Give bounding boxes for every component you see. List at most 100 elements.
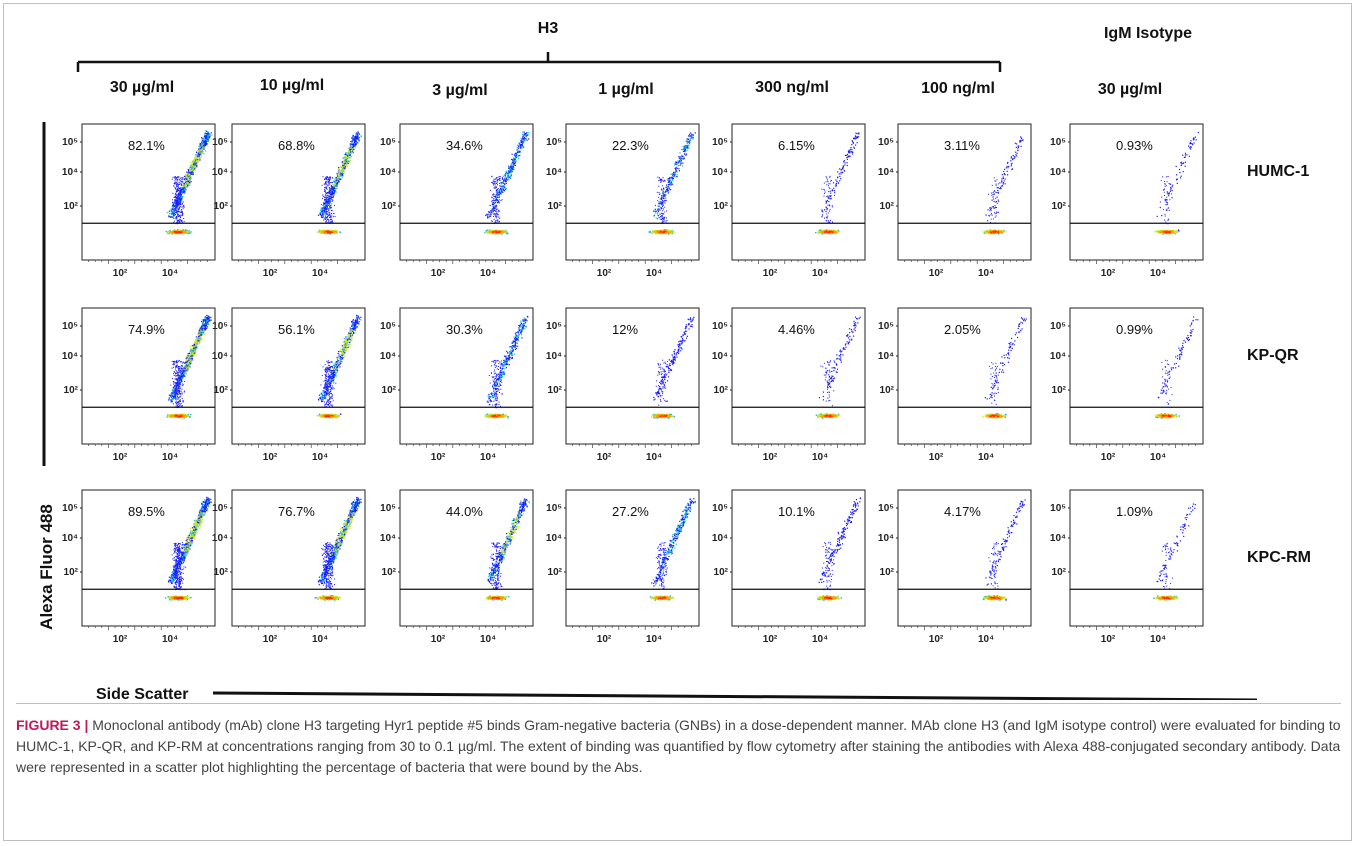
percent-label: 34.6% <box>446 138 483 153</box>
y-tick-label: 10⁵ <box>546 321 562 332</box>
percent-label: 76.7% <box>278 504 315 519</box>
y-tick-label: 10⁴ <box>878 533 894 544</box>
percent-label: 3.11% <box>944 138 980 153</box>
y-tick-label: 10⁴ <box>878 351 894 362</box>
y-tick-label: 10⁵ <box>878 321 894 332</box>
x-tick-label: 10² <box>763 634 778 645</box>
scatter-panel: 1.09% 10⁵ 10⁴ 10² 10² 10⁴ <box>1050 489 1204 645</box>
y-tick-label: 10² <box>1052 201 1067 212</box>
concentration-header: 30 µg/ml <box>1098 81 1162 98</box>
y-tick-label: 10² <box>1052 385 1067 396</box>
y-tick-label: 10⁴ <box>1050 533 1066 544</box>
x-tick-label: 10⁴ <box>978 268 994 279</box>
x-tick-label: 10² <box>597 268 612 279</box>
scatter-panel: 68.8% 10⁵ 10⁴ 10² 10² 10⁴ <box>212 123 366 279</box>
percent-label: 6.15% <box>778 138 815 153</box>
x-tick-label: 10² <box>431 268 446 279</box>
y-tick-label: 10⁴ <box>380 167 396 178</box>
scatter-panels: 82.1% 10⁵ 10⁴ 10² 10² 10⁴ 68.8% 10⁵ 10⁴ 10² 10² 10⁴… <box>62 123 1204 645</box>
x-tick-label: 10² <box>763 268 778 279</box>
y-tick-label: 10⁴ <box>546 167 562 178</box>
percent-label: 10.1% <box>778 504 815 519</box>
y-tick-label: 10² <box>214 385 229 396</box>
y-tick-label: 10² <box>382 201 397 212</box>
x-tick-label: 10² <box>763 452 778 463</box>
y-tick-label: 10⁵ <box>546 137 562 148</box>
y-tick-label: 10⁴ <box>62 533 78 544</box>
x-tick-label: 10² <box>113 452 128 463</box>
y-tick-label: 10² <box>64 201 79 212</box>
percent-label: 68.8% <box>278 138 315 153</box>
x-tick-label: 10² <box>431 452 446 463</box>
scatter-panel: 2.05% 10⁵ 10⁴ 10² 10² 10⁴ <box>878 307 1032 463</box>
x-axis-label: Side Scatter <box>96 686 188 700</box>
x-tick-label: 10² <box>1101 452 1116 463</box>
y-tick-label: 10² <box>548 567 563 578</box>
x-tick-label: 10⁴ <box>480 268 496 279</box>
y-tick-label: 10⁴ <box>546 533 562 544</box>
percent-label: 89.5% <box>128 504 165 519</box>
scatter-panel: 22.3% 10⁵ 10⁴ 10² 10² 10⁴ <box>546 123 700 279</box>
scatter-panel: 30.3% 10⁵ 10⁴ 10² 10² 10⁴ <box>380 307 534 463</box>
y-tick-label: 10⁵ <box>1050 503 1066 514</box>
y-tick-label: 10² <box>880 201 895 212</box>
y-tick-label: 10² <box>880 567 895 578</box>
x-tick-label: 10⁴ <box>312 634 328 645</box>
y-tick-label: 10² <box>64 567 79 578</box>
percent-label: 2.05% <box>944 322 981 337</box>
percent-label: 1.09% <box>1116 504 1153 519</box>
concentration-header: 300 ng/ml <box>755 79 829 96</box>
percent-label: 22.3% <box>612 138 649 153</box>
h3-bracket <box>76 52 1002 72</box>
scatter-panel: 76.7% 10⁵ 10⁴ 10² 10² 10⁴ <box>212 489 366 645</box>
concentration-header: 100 ng/ml <box>921 80 995 97</box>
scatter-panel: 56.1% 10⁵ 10⁴ 10² 10² 10⁴ <box>212 307 366 463</box>
x-tick-label: 10² <box>263 268 278 279</box>
y-tick-label: 10⁴ <box>212 167 228 178</box>
percent-label: 27.2% <box>612 504 649 519</box>
scatter-panel: 0.93% 10⁵ 10⁴ 10² 10² 10⁴ <box>1050 123 1204 279</box>
y-tick-label: 10⁵ <box>712 321 728 332</box>
y-tick-label: 10⁵ <box>712 137 728 148</box>
h3-group-label: H3 <box>538 20 559 37</box>
y-tick-label: 10⁵ <box>62 137 78 148</box>
y-tick-label: 10⁵ <box>62 321 78 332</box>
x-tick-label: 10⁴ <box>812 268 828 279</box>
y-tick-label: 10⁴ <box>62 351 78 362</box>
scatter-panel: 89.5% 10⁵ 10⁴ 10² 10² 10⁴ <box>62 489 216 645</box>
y-tick-label: 10⁴ <box>380 351 396 362</box>
y-tick-label: 10⁴ <box>212 351 228 362</box>
x-tick-label: 10⁴ <box>162 268 178 279</box>
scatter-panel: 44.0% 10⁵ 10⁴ 10² 10² 10⁴ <box>380 489 534 645</box>
x-axis-bar <box>212 691 1258 700</box>
x-tick-label: 10² <box>929 634 944 645</box>
scatter-panel: 10.1% 10⁵ 10⁴ 10² 10² 10⁴ <box>712 489 866 645</box>
scatter-panel: 4.46% 10⁵ 10⁴ 10² 10² 10⁴ <box>712 307 866 463</box>
y-tick-label: 10⁴ <box>62 167 78 178</box>
scatter-panel: 0.99% 10⁵ 10⁴ 10² 10² 10⁴ <box>1050 307 1204 463</box>
y-tick-label: 10⁵ <box>1050 321 1066 332</box>
concentration-header: 10 µg/ml <box>260 77 324 94</box>
y-tick-label: 10⁵ <box>1050 137 1066 148</box>
x-tick-label: 10² <box>1101 268 1116 279</box>
strain-label: KPC-RM <box>1247 549 1311 566</box>
x-tick-label: 10² <box>597 452 612 463</box>
x-tick-label: 10⁴ <box>480 634 496 645</box>
y-tick-label: 10⁴ <box>380 533 396 544</box>
y-tick-label: 10² <box>1052 567 1067 578</box>
percent-label: 4.46% <box>778 322 815 337</box>
y-tick-label: 10² <box>880 385 895 396</box>
y-tick-label: 10² <box>548 201 563 212</box>
x-tick-label: 10² <box>929 268 944 279</box>
y-tick-label: 10⁴ <box>1050 167 1066 178</box>
x-tick-label: 10² <box>113 634 128 645</box>
figure-caption: FIGURE 3 | Monoclonal antibody (mAb) clo… <box>16 715 1341 778</box>
x-tick-label: 10⁴ <box>480 452 496 463</box>
percent-label: 12% <box>612 322 638 337</box>
y-tick-label: 10⁵ <box>878 137 894 148</box>
x-tick-label: 10⁴ <box>162 634 178 645</box>
y-tick-label: 10⁵ <box>212 137 228 148</box>
scatter-panel: 6.15% 10⁵ 10⁴ 10² 10² 10⁴ <box>712 123 866 279</box>
y-tick-label: 10² <box>214 567 229 578</box>
scatter-panel: 12% 10⁵ 10⁴ 10² 10² 10⁴ <box>546 307 700 463</box>
